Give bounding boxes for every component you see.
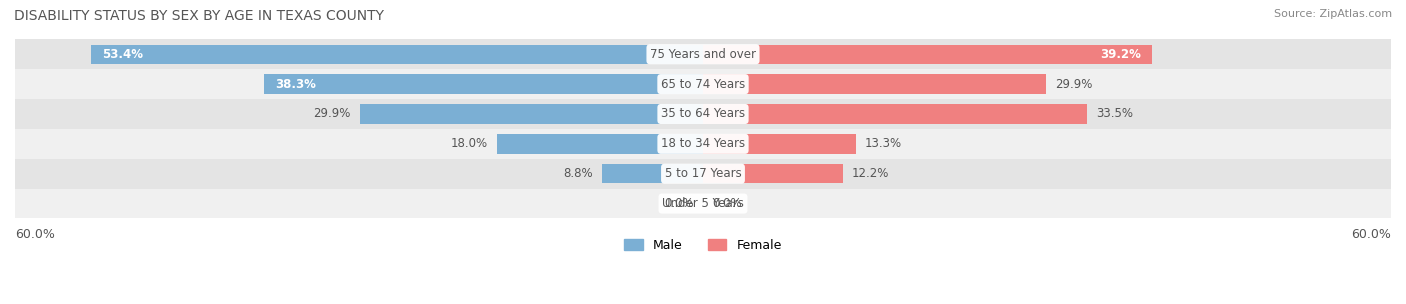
Bar <box>15 159 1391 188</box>
Text: 29.9%: 29.9% <box>314 108 352 120</box>
Text: 75 Years and over: 75 Years and over <box>650 48 756 61</box>
Text: DISABILITY STATUS BY SEX BY AGE IN TEXAS COUNTY: DISABILITY STATUS BY SEX BY AGE IN TEXAS… <box>14 9 384 23</box>
Bar <box>360 104 703 124</box>
Text: 5 to 17 Years: 5 to 17 Years <box>665 167 741 180</box>
Text: 38.3%: 38.3% <box>276 78 316 91</box>
Bar <box>703 164 842 183</box>
Text: 33.5%: 33.5% <box>1097 108 1133 120</box>
Bar <box>90 45 703 64</box>
Text: 53.4%: 53.4% <box>103 48 143 61</box>
Bar <box>602 164 703 183</box>
Text: 60.0%: 60.0% <box>15 228 55 241</box>
Bar <box>496 134 703 154</box>
Bar <box>15 69 1391 99</box>
Text: 8.8%: 8.8% <box>564 167 593 180</box>
Text: 12.2%: 12.2% <box>852 167 890 180</box>
Bar <box>703 45 1153 64</box>
Text: 0.0%: 0.0% <box>664 197 693 210</box>
Text: 18.0%: 18.0% <box>450 137 488 150</box>
Text: Under 5 Years: Under 5 Years <box>662 197 744 210</box>
Text: 35 to 64 Years: 35 to 64 Years <box>661 108 745 120</box>
Text: 13.3%: 13.3% <box>865 137 901 150</box>
Bar <box>15 129 1391 159</box>
Bar <box>703 104 1087 124</box>
Bar <box>15 188 1391 219</box>
Text: 18 to 34 Years: 18 to 34 Years <box>661 137 745 150</box>
Bar <box>703 74 1046 94</box>
Bar <box>15 99 1391 129</box>
Bar <box>15 39 1391 69</box>
Text: 0.0%: 0.0% <box>713 197 742 210</box>
Text: Source: ZipAtlas.com: Source: ZipAtlas.com <box>1274 9 1392 19</box>
Text: 39.2%: 39.2% <box>1099 48 1142 61</box>
Legend: Male, Female: Male, Female <box>619 234 787 257</box>
Text: 29.9%: 29.9% <box>1054 78 1092 91</box>
Bar <box>264 74 703 94</box>
Bar <box>703 134 855 154</box>
Text: 60.0%: 60.0% <box>1351 228 1391 241</box>
Text: 65 to 74 Years: 65 to 74 Years <box>661 78 745 91</box>
